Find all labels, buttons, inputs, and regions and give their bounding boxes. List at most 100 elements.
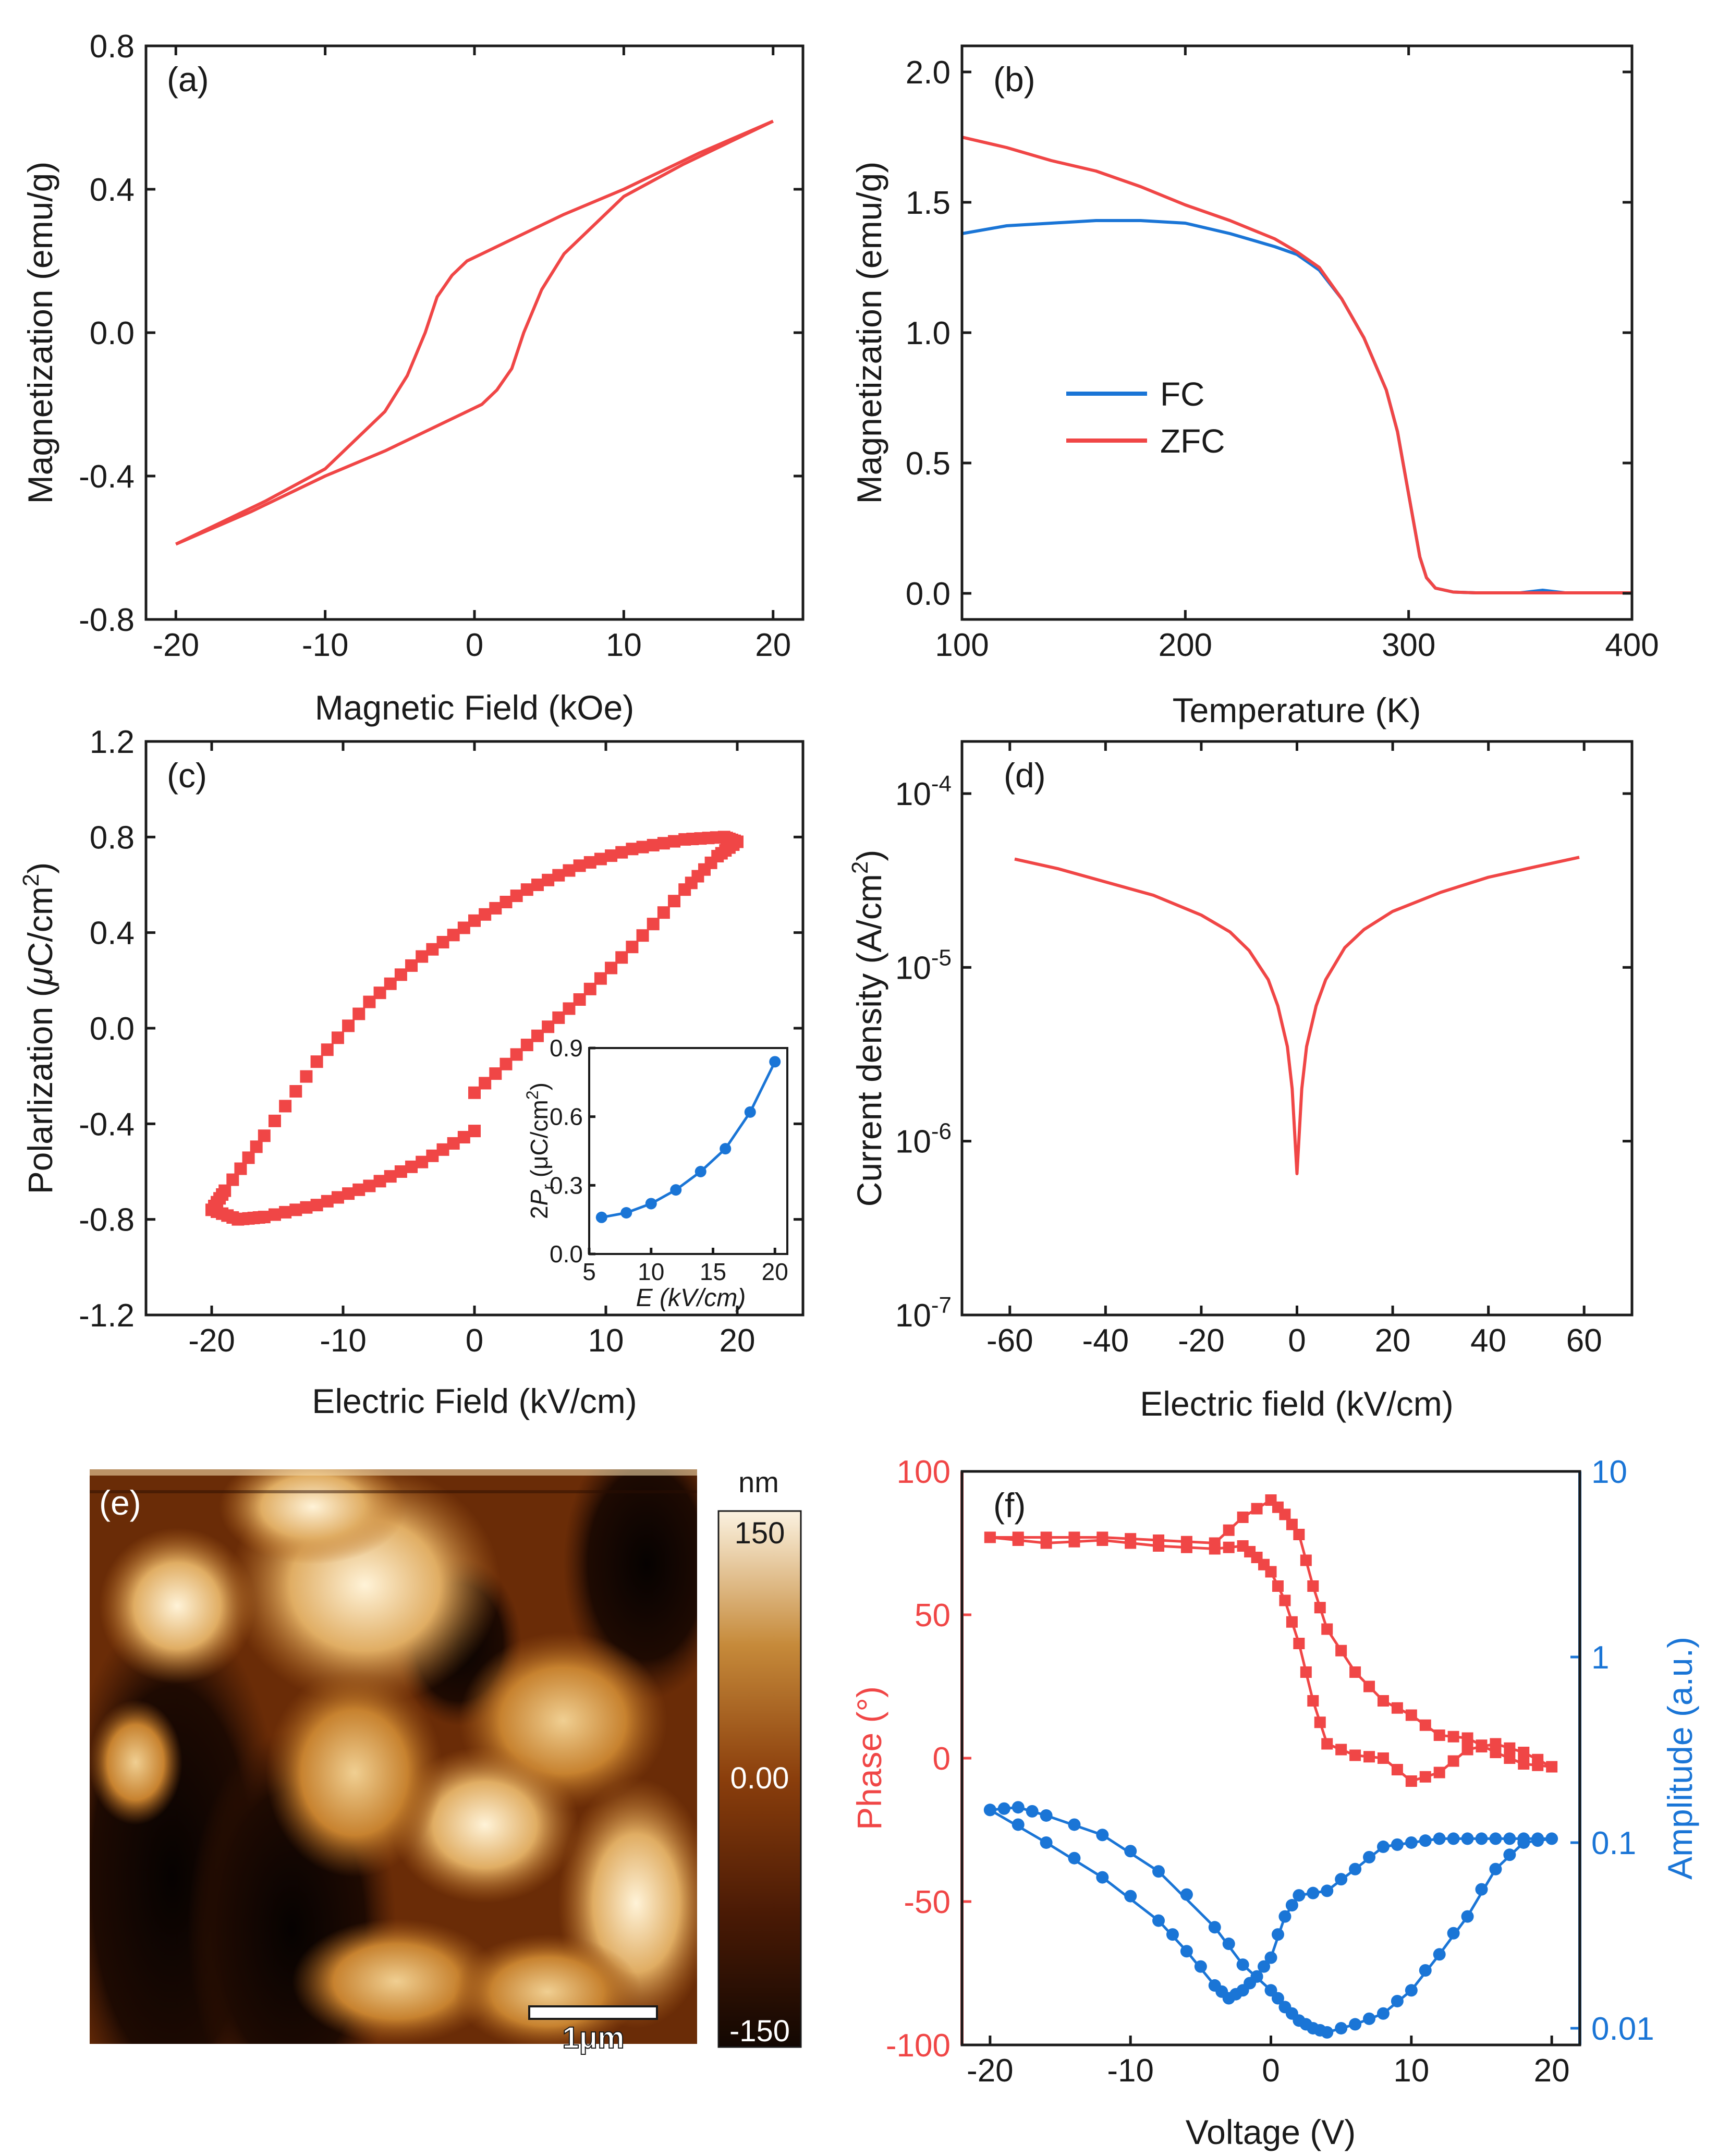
amplitude-point <box>1307 1886 1320 1899</box>
xaxis-b-ticklabel: 200 <box>1159 627 1212 663</box>
colorbar-tick-bottom: -150 <box>729 2014 790 2048</box>
inset-xlabel: E (kV/cm) <box>636 1284 746 1312</box>
xaxis-a-ticklabel: -10 <box>302 627 349 663</box>
amplitude-point <box>1391 1994 1404 2007</box>
pe-loop-point <box>342 1187 355 1200</box>
amplitude-point <box>1433 1948 1446 1961</box>
amplitude-point <box>1222 1938 1235 1951</box>
phase-point <box>984 1531 996 1543</box>
legend-b: FC ZFC <box>1066 375 1225 460</box>
yaxis-c-ticklabel: -1.2 <box>79 1298 135 1334</box>
phase-point <box>1307 1580 1319 1592</box>
pe-loop-point <box>321 1043 334 1056</box>
pe-loop-point <box>542 873 555 886</box>
inset-xticklabel: 10 <box>638 1258 664 1285</box>
ylabel-d: Current density (A/cm2) <box>847 850 888 1207</box>
pe-loop-point <box>289 1085 302 1098</box>
phase-point <box>1307 1695 1319 1707</box>
amplitude-point <box>1503 1832 1516 1845</box>
phase-point <box>1504 1752 1516 1764</box>
phase-point <box>1300 1666 1312 1678</box>
pe-loop-point <box>289 1203 302 1216</box>
xaxis-a-ticklabel: 0 <box>466 627 483 663</box>
yaxis-f-right-ticklabel: 10 <box>1591 1454 1627 1490</box>
panel-label-b: (b) <box>993 60 1035 99</box>
amplitude-point <box>1545 1832 1558 1845</box>
phase-point <box>1532 1759 1544 1771</box>
inset-c: 5 10 15 20 0.0 0.3 0.6 0.9 E (kV/cm) 2Pr (μC/cm… <box>523 1034 788 1312</box>
phase-point <box>1180 1536 1192 1548</box>
phase-point <box>1461 1732 1473 1744</box>
pe-loop-point <box>499 1057 513 1070</box>
pe-loop-point <box>416 950 429 963</box>
amplitude-point <box>1489 1832 1502 1845</box>
inset-xticklabel: 15 <box>700 1258 726 1285</box>
phase-point <box>1391 1702 1403 1714</box>
phase-point <box>1504 1742 1516 1754</box>
pe-loop-point <box>363 1179 376 1192</box>
amplitude-point <box>1166 1928 1179 1941</box>
inset-ylabel: 2Pr (μC/cm2) <box>523 1082 557 1219</box>
amplitude-point <box>1293 1889 1306 1902</box>
pe-loop-point <box>573 859 586 872</box>
pe-loop-point <box>300 1070 313 1083</box>
inset-point <box>595 1211 607 1223</box>
phase-point <box>1251 1503 1263 1515</box>
phase-point <box>1391 1764 1403 1775</box>
pe-loop-point <box>426 1149 439 1162</box>
yaxis-f-left-ticklabel: 50 <box>915 1598 951 1634</box>
pe-loop-point <box>268 1208 281 1221</box>
phase-point <box>1405 1775 1417 1787</box>
phase-point <box>1293 1529 1305 1540</box>
yaxis-c-ticklabel: 0.4 <box>90 916 135 952</box>
pe-loop-point <box>258 1211 271 1224</box>
xaxis-c-ticklabel: -20 <box>188 1323 235 1359</box>
amplitude-point <box>1285 1899 1298 1912</box>
pe-loop-point <box>405 959 418 972</box>
inset-point <box>670 1184 682 1196</box>
yaxis-f-left-ticklabel: 0 <box>933 1741 951 1777</box>
amplitude-point <box>1405 1984 1418 1997</box>
amplitude-point <box>1068 1818 1081 1831</box>
amplitude-point <box>1236 1958 1249 1971</box>
amplitude-point <box>1531 1834 1544 1847</box>
xaxis-f-ticklabel: 10 <box>1393 2053 1429 2089</box>
inset-point <box>769 1056 781 1068</box>
pe-loop-point <box>468 914 481 927</box>
phase-point <box>1321 1623 1333 1635</box>
ylabel-c: Polarlization (μC/cm2) <box>18 862 59 1194</box>
legend-text-zfc: ZFC <box>1160 422 1225 460</box>
pe-loop-point <box>342 1019 355 1032</box>
amplitude-point <box>1461 1910 1474 1923</box>
ylabel-a: Magnetization (emu/g) <box>21 162 59 504</box>
phase-point <box>1012 1531 1024 1543</box>
inset-xticklabel: 5 <box>582 1258 596 1285</box>
amplitude-point <box>1264 1951 1277 1964</box>
amplitude-point <box>1040 1836 1053 1849</box>
phase-point <box>1433 1729 1445 1741</box>
phase-point <box>1300 1554 1312 1566</box>
amplitude-point <box>997 1802 1010 1815</box>
pe-loop-point <box>626 843 639 856</box>
inset-point <box>744 1106 756 1118</box>
xaxis-a-ticklabel: 10 <box>606 627 642 663</box>
yaxis-b-ticklabel: 2.0 <box>906 55 951 91</box>
phase-point <box>1286 1518 1298 1530</box>
amplitude-point <box>1258 1960 1271 1973</box>
panel-a: -20 -10 0 10 20 -0.8 -0.4 0.0 0.4 0.8 (a) Magneti… <box>21 29 805 727</box>
pe-loop-point <box>384 977 397 990</box>
xlabel-c: Electric Field (kV/cm) <box>312 1382 637 1420</box>
amplitude-point <box>1180 1945 1193 1958</box>
phase-point <box>1335 1645 1347 1656</box>
amplitude-point <box>1376 2007 1390 2020</box>
amplitude-point <box>1433 1832 1446 1845</box>
amplitude-point <box>1517 1836 1530 1849</box>
amplitude-point <box>1250 1970 1263 1983</box>
pe-loop-point <box>510 1048 523 1061</box>
phase-point <box>1518 1758 1530 1770</box>
xaxis-c-ticklabel: 0 <box>466 1323 483 1359</box>
amplitude-point <box>1349 1862 1362 1875</box>
yaxis-f-right-ticklabel: 0.01 <box>1591 2011 1654 2047</box>
amplitude-point <box>1349 2018 1362 2031</box>
